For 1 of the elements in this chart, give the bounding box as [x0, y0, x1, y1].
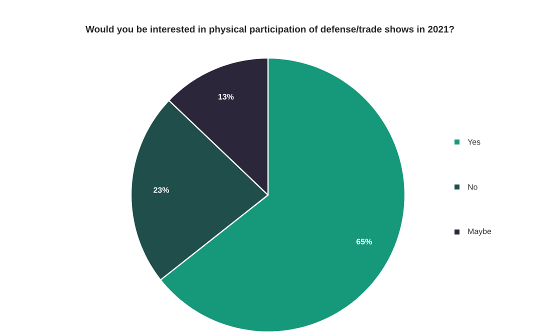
chart-title: Would you be interested in physical participation of defense/trade shows in 2021? [86, 26, 454, 34]
